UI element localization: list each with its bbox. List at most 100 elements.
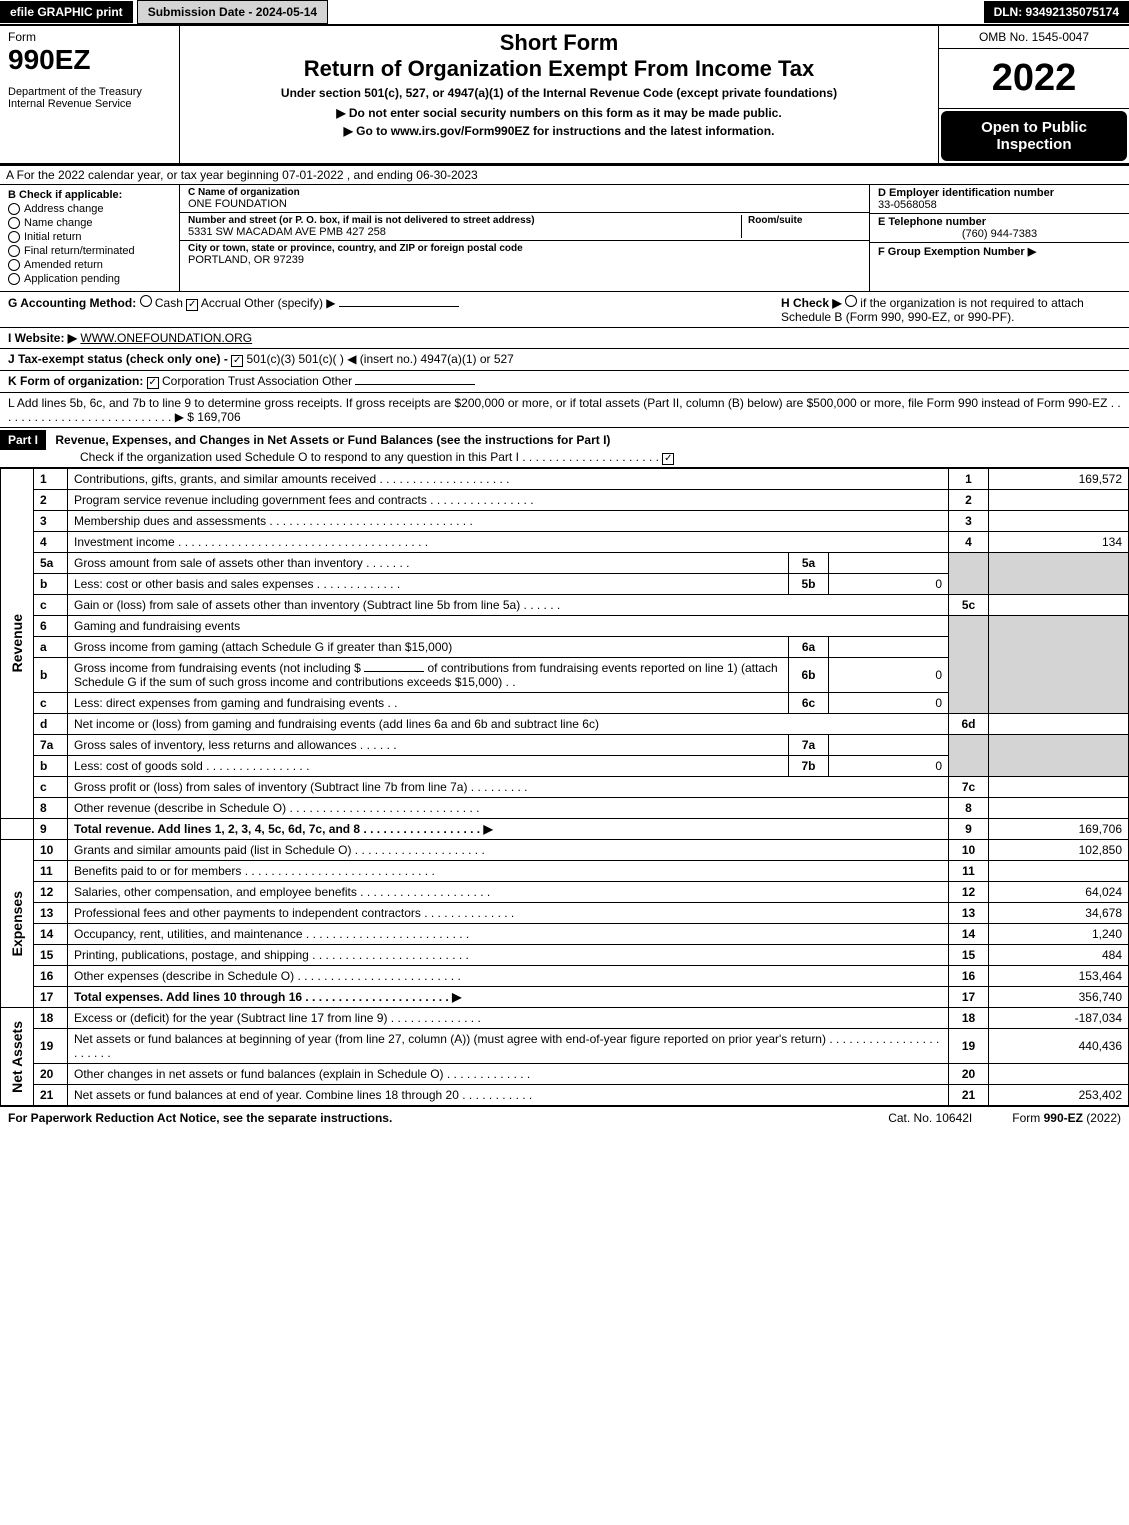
- c-addr-label: Number and street (or P. O. box, if mail…: [188, 215, 741, 226]
- under-section-text: Under section 501(c), 527, or 4947(a)(1)…: [190, 86, 928, 100]
- block-bcd: B Check if applicable: Address change Na…: [0, 185, 1129, 292]
- col-b-checkboxes: B Check if applicable: Address change Na…: [0, 185, 180, 291]
- line-17: 17 Total expenses. Add lines 10 through …: [1, 987, 1129, 1008]
- line-2: 2 Program service revenue including gove…: [1, 490, 1129, 511]
- line-14: 14 Occupancy, rent, utilities, and maint…: [1, 924, 1129, 945]
- footer-catno: Cat. No. 10642I: [888, 1111, 972, 1125]
- omb-number: OMB No. 1545-0047: [939, 26, 1129, 49]
- check-application-pending[interactable]: Application pending: [8, 273, 171, 285]
- g-accounting: G Accounting Method: Cash Accrual Other …: [8, 295, 781, 324]
- line-7c: c Gross profit or (loss) from sales of i…: [1, 777, 1129, 798]
- line-13: 13 Professional fees and other payments …: [1, 903, 1129, 924]
- form-header: Form 990EZ Department of the Treasury In…: [0, 26, 1129, 166]
- part-i-check-row: Check if the organization used Schedule …: [0, 450, 1129, 465]
- ein-value: 33-0568058: [878, 199, 1121, 211]
- org-name: ONE FOUNDATION: [188, 198, 861, 210]
- row-a-tax-year: A For the 2022 calendar year, or tax yea…: [0, 166, 1129, 185]
- check-name-change[interactable]: Name change: [8, 217, 171, 229]
- org-address: 5331 SW MACADAM AVE PMB 427 258: [188, 226, 741, 238]
- row-gh: G Accounting Method: Cash Accrual Other …: [0, 292, 1129, 328]
- expenses-vlabel: Expenses: [7, 885, 27, 962]
- check-amended-return[interactable]: Amended return: [8, 259, 171, 271]
- row-i-website: I Website: ▶ WWW.ONEFOUNDATION.ORG: [0, 328, 1129, 349]
- check-accrual[interactable]: [186, 299, 198, 311]
- c-name-block: C Name of organization ONE FOUNDATION: [180, 185, 869, 213]
- website-link[interactable]: WWW.ONEFOUNDATION.ORG: [80, 331, 252, 345]
- b-title: B Check if applicable:: [8, 189, 171, 201]
- room-label: Room/suite: [748, 215, 861, 226]
- part-i-label: Part I: [0, 430, 46, 450]
- line-16: 16 Other expenses (describe in Schedule …: [1, 966, 1129, 987]
- lines-table: Revenue 1 Contributions, gifts, grants, …: [0, 468, 1129, 1106]
- footer-paperwork: For Paperwork Reduction Act Notice, see …: [8, 1111, 392, 1125]
- row-a-text: A For the 2022 calendar year, or tax yea…: [6, 168, 478, 182]
- line-4: 4 Investment income . . . . . . . . . . …: [1, 532, 1129, 553]
- page-footer: For Paperwork Reduction Act Notice, see …: [0, 1106, 1129, 1129]
- h-label: H Check ▶: [781, 296, 842, 310]
- row-j-tax-exempt: J Tax-exempt status (check only one) - 5…: [0, 349, 1129, 371]
- dept-treasury: Department of the Treasury: [8, 86, 171, 98]
- check-h[interactable]: [845, 295, 857, 307]
- line-3: 3 Membership dues and assessments . . . …: [1, 511, 1129, 532]
- line-18: Net Assets 18 Excess or (deficit) for th…: [1, 1008, 1129, 1029]
- line-5c: c Gain or (loss) from sale of assets oth…: [1, 595, 1129, 616]
- g-label: G Accounting Method:: [8, 296, 136, 310]
- check-501c3[interactable]: [231, 355, 243, 367]
- check-corporation[interactable]: [147, 377, 159, 389]
- line-6d: d Net income or (loss) from gaming and f…: [1, 714, 1129, 735]
- c-name-label: C Name of organization: [188, 187, 861, 198]
- tax-year: 2022: [939, 49, 1129, 109]
- c-city-label: City or town, state or province, country…: [188, 243, 861, 254]
- header-middle: Short Form Return of Organization Exempt…: [180, 26, 939, 163]
- col-d-ein: D Employer identification number 33-0568…: [869, 185, 1129, 291]
- efile-print-button[interactable]: efile GRAPHIC print: [0, 1, 133, 23]
- line-8: 8 Other revenue (describe in Schedule O)…: [1, 798, 1129, 819]
- check-final-return[interactable]: Final return/terminated: [8, 245, 171, 257]
- line-19: 19 Net assets or fund balances at beginn…: [1, 1029, 1129, 1064]
- k-opts: Corporation Trust Association Other: [162, 374, 352, 388]
- ein-label: D Employer identification number: [878, 187, 1121, 199]
- line-10: Expenses 10 Grants and similar amounts p…: [1, 840, 1129, 861]
- part-i-header: Part I Revenue, Expenses, and Changes in…: [0, 428, 1129, 468]
- footer-form-ref: Form 990-EZ (2022): [1012, 1111, 1121, 1125]
- header-left: Form 990EZ Department of the Treasury In…: [0, 26, 180, 163]
- irs-label: Internal Revenue Service: [8, 98, 171, 110]
- do-not-enter-text: ▶ Do not enter social security numbers o…: [190, 106, 928, 120]
- j-opts: 501(c)(3) 501(c)( ) ◀ (insert no.) 4947(…: [247, 352, 514, 366]
- revenue-vlabel: Revenue: [7, 608, 27, 678]
- c-addr-block: Number and street (or P. O. box, if mail…: [180, 213, 869, 241]
- submission-date: Submission Date - 2024-05-14: [137, 0, 328, 24]
- part-i-check-text: Check if the organization used Schedule …: [80, 450, 659, 464]
- dln-number: DLN: 93492135075174: [984, 1, 1129, 23]
- return-title: Return of Organization Exempt From Incom…: [190, 56, 928, 82]
- check-address-change[interactable]: Address change: [8, 203, 171, 215]
- check-cash[interactable]: [140, 295, 152, 307]
- line-9: 9 Total revenue. Add lines 1, 2, 3, 4, 5…: [1, 819, 1129, 840]
- row-k-form-org: K Form of organization: Corporation Trus…: [0, 371, 1129, 393]
- line-12: 12 Salaries, other compensation, and emp…: [1, 882, 1129, 903]
- group-label: F Group Exemption Number ▶: [878, 246, 1036, 258]
- line-21: 21 Net assets or fund balances at end of…: [1, 1085, 1129, 1106]
- line-7a: 7a Gross sales of inventory, less return…: [1, 735, 1129, 756]
- f-group-block: F Group Exemption Number ▶: [870, 243, 1129, 260]
- org-city: PORTLAND, OR 97239: [188, 254, 861, 266]
- i-label: I Website: ▶: [8, 331, 77, 345]
- l-text: L Add lines 5b, 6c, and 7b to line 9 to …: [8, 396, 1121, 424]
- line-5a: 5a Gross amount from sale of assets othe…: [1, 553, 1129, 574]
- form-number: 990EZ: [8, 44, 171, 76]
- e-tel-block: E Telephone number (760) 944-7383: [870, 214, 1129, 243]
- col-c-org-info: C Name of organization ONE FOUNDATION Nu…: [180, 185, 869, 291]
- form-label: Form: [8, 30, 171, 44]
- check-initial-return[interactable]: Initial return: [8, 231, 171, 243]
- row-l-gross-receipts: L Add lines 5b, 6c, and 7b to line 9 to …: [0, 393, 1129, 428]
- k-label: K Form of organization:: [8, 374, 143, 388]
- part-i-body: Revenue 1 Contributions, gifts, grants, …: [0, 468, 1129, 1106]
- line-6: 6 Gaming and fundraising events: [1, 616, 1129, 637]
- line-15: 15 Printing, publications, postage, and …: [1, 945, 1129, 966]
- check-schedule-o[interactable]: [662, 453, 674, 465]
- d-ein-block: D Employer identification number 33-0568…: [870, 185, 1129, 214]
- l-value: 169,706: [197, 410, 240, 424]
- line-20: 20 Other changes in net assets or fund b…: [1, 1064, 1129, 1085]
- goto-link[interactable]: ▶ Go to www.irs.gov/Form990EZ for instru…: [190, 124, 928, 138]
- tel-value: (760) 944-7383: [878, 228, 1121, 240]
